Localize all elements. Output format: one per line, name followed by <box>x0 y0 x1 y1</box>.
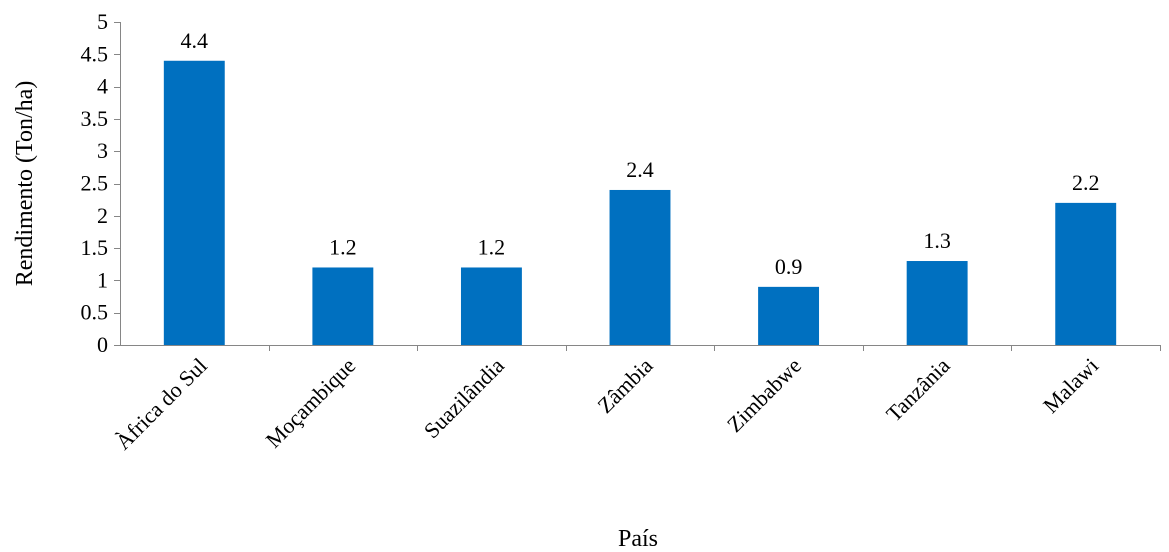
y-tick-label: 1.5 <box>81 235 109 260</box>
bar <box>164 61 225 345</box>
bar-value-label: 4.4 <box>181 28 209 53</box>
x-tick-label: Malawi <box>1038 353 1103 418</box>
bar <box>312 267 373 345</box>
bar-value-label: 2.2 <box>1072 170 1100 195</box>
x-tick-label: Tanzânia <box>881 353 955 427</box>
bar <box>461 267 522 345</box>
x-tick-label: Moçambique <box>261 353 361 453</box>
x-tick-label: Suazilândia <box>419 353 509 443</box>
y-axis-title: Rendimento (Ton/ha) <box>12 81 38 287</box>
bar-value-label: 2.4 <box>626 157 654 182</box>
y-axis-ticks: 0 0.5 1 1.5 2 2.5 3 3.5 4 4.5 5 <box>81 9 121 357</box>
x-axis-title: País <box>618 526 658 552</box>
bars-group <box>164 61 1116 345</box>
y-tick-label: 3.5 <box>81 106 109 131</box>
x-tick-label: Zâmbia <box>592 353 657 418</box>
x-axis-ticks: Àfrica do Sul Moçambique Suazilândia Zâmbia… <box>110 345 1160 454</box>
bar-value-label: 1.2 <box>329 234 357 259</box>
y-tick-label: 2 <box>97 203 108 228</box>
bar-value-label: 1.3 <box>923 228 951 253</box>
bar <box>610 190 671 345</box>
x-tick-label: Zimbabwe <box>722 353 806 437</box>
y-tick-label: 0.5 <box>81 300 109 325</box>
y-tick-label: 4.5 <box>81 41 109 66</box>
y-tick-label: 3 <box>97 138 108 163</box>
y-tick-label: 4 <box>97 74 108 99</box>
y-tick-label: 1 <box>97 267 108 292</box>
y-tick-label: 2.5 <box>81 171 109 196</box>
y-tick-label: 0 <box>97 332 108 357</box>
bar-value-label: 1.2 <box>478 234 506 259</box>
x-tick-label: Àfrica do Sul <box>110 353 211 454</box>
bar <box>907 261 968 345</box>
bar-value-label: 0.9 <box>775 254 803 279</box>
bar <box>758 287 819 345</box>
y-tick-label: 5 <box>97 9 108 34</box>
bar <box>1055 203 1116 345</box>
